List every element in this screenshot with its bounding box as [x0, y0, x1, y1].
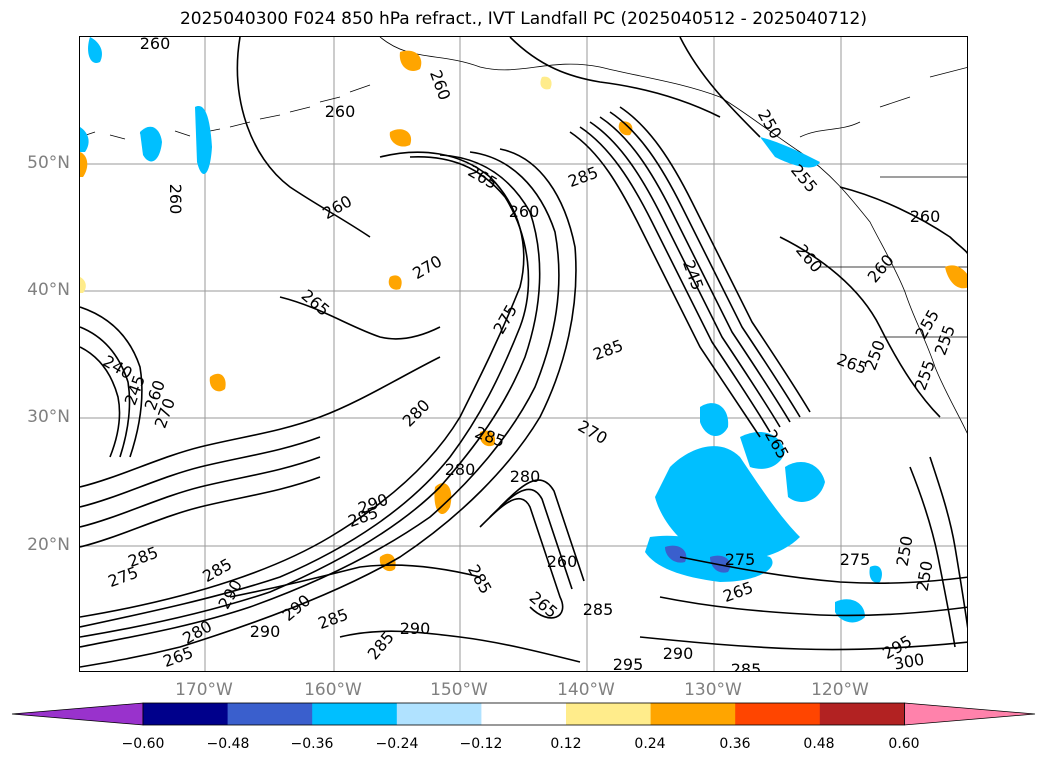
- contour-label: 285: [316, 605, 351, 633]
- colorbar-extend-left: [11, 702, 144, 726]
- contour-lines: [80, 37, 967, 668]
- colorbar-cell: [481, 703, 567, 725]
- contour-label: 260: [509, 202, 540, 221]
- contour-label: 285: [346, 503, 381, 531]
- colorbar-tick: −0.12: [459, 736, 503, 752]
- contour-label: 260: [426, 68, 454, 103]
- colorbar-cell: [735, 703, 821, 725]
- contour-label: 250: [913, 559, 937, 592]
- contour-label: 250: [893, 534, 917, 567]
- shading-positive: [80, 50, 967, 572]
- lon-label-150w: 150°W: [430, 680, 488, 700]
- lon-label-140w: 140°W: [557, 680, 615, 700]
- contour-label: 255: [787, 161, 821, 197]
- colorbar-tick: 0.36: [719, 736, 751, 752]
- colorbar-tick: 0.24: [634, 736, 666, 752]
- contour-label: 275: [725, 550, 756, 569]
- contour-label: 245: [679, 258, 707, 293]
- contour-label: 290: [250, 622, 281, 641]
- contour-label: 285: [583, 600, 614, 619]
- contour-label: 280: [510, 467, 541, 486]
- contour-label: 265: [465, 161, 501, 193]
- colorbar-cell: [819, 703, 905, 725]
- contour-label: 275: [489, 301, 521, 337]
- contour-label: 260: [910, 207, 941, 226]
- colorbar-cell: [650, 703, 736, 725]
- contour-label: 285: [566, 163, 601, 191]
- contour-label: 285: [472, 423, 507, 451]
- contour-label: 250: [754, 106, 786, 142]
- contour-label: 290: [663, 644, 694, 663]
- colorbar-tick: 0.60: [888, 736, 920, 752]
- contour-label: 290: [400, 619, 431, 638]
- lat-label-30n: 30°N: [27, 407, 70, 427]
- colorbar-tick: 0.48: [803, 736, 835, 752]
- contour-label: 255: [911, 358, 939, 393]
- contour-label: 290: [279, 591, 315, 625]
- contour-label: 275: [106, 563, 141, 591]
- contour-label: 285: [464, 561, 496, 597]
- contour-label: 275: [840, 550, 871, 569]
- lat-label-40n: 40°N: [27, 280, 70, 300]
- contour-label: 285: [591, 336, 626, 364]
- colorbar-extend-right: [904, 702, 1036, 726]
- colorbar-tick: −0.24: [375, 736, 419, 752]
- lat-label-50n: 50°N: [27, 153, 70, 173]
- contour-label: 260: [140, 37, 171, 53]
- contour-map: 260 260 260 260 260 265 265 260 270 275 …: [80, 37, 967, 672]
- colorbar-tick: −0.48: [206, 736, 250, 752]
- contour-label: 260: [864, 251, 898, 287]
- lon-label-120w: 120°W: [811, 680, 869, 700]
- lon-label-130w: 130°W: [684, 680, 742, 700]
- contour-label: 260: [325, 102, 356, 121]
- contour-label: 265: [721, 578, 756, 606]
- lon-label-170w: 170°W: [175, 680, 233, 700]
- contour-label: 285: [731, 660, 762, 672]
- contour-label: 265: [161, 643, 196, 671]
- contour-label: 280: [445, 460, 476, 479]
- colorbar: [11, 702, 1036, 726]
- colorbar-cell: [312, 703, 398, 725]
- lon-label-160w: 160°W: [304, 680, 362, 700]
- colorbar-tick: 0.12: [550, 736, 582, 752]
- shading-negative: [80, 37, 882, 623]
- contour-label: 260: [319, 191, 355, 223]
- contour-label: 270: [575, 416, 611, 448]
- coastline: [80, 37, 967, 434]
- colorbar-border: [142, 702, 905, 726]
- map-panel: 260 260 260 260 260 265 265 260 270 275 …: [79, 36, 968, 672]
- colorbar-cell: [566, 703, 652, 725]
- contour-label: 260: [547, 552, 578, 571]
- colorbar-tick: −0.60: [121, 736, 165, 752]
- lat-label-20n: 20°N: [27, 535, 70, 555]
- contour-label: 260: [166, 184, 185, 215]
- contour-label: 295: [613, 655, 644, 672]
- contour-label: 280: [399, 396, 434, 431]
- colorbar-cell: [227, 703, 313, 725]
- contour-label: 250: [861, 338, 889, 373]
- colorbar-cell: [143, 703, 229, 725]
- map-title: 2025040300 F024 850 hPa refract., IVT La…: [179, 9, 867, 29]
- gridlines: [80, 37, 967, 671]
- contour-label: 300: [892, 650, 925, 672]
- contour-label: 270: [409, 251, 445, 283]
- colorbar-cell: [396, 703, 482, 725]
- colorbar-tick: −0.36: [290, 736, 334, 752]
- contour-label-group: 260 260 260 260 260 265 265 260 270 275 …: [100, 37, 959, 672]
